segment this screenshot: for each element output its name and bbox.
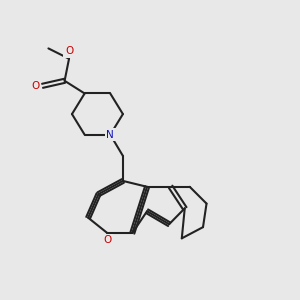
Text: O: O xyxy=(103,236,111,245)
Text: N: N xyxy=(106,130,114,140)
Text: O: O xyxy=(65,46,73,56)
Text: O: O xyxy=(31,81,39,91)
